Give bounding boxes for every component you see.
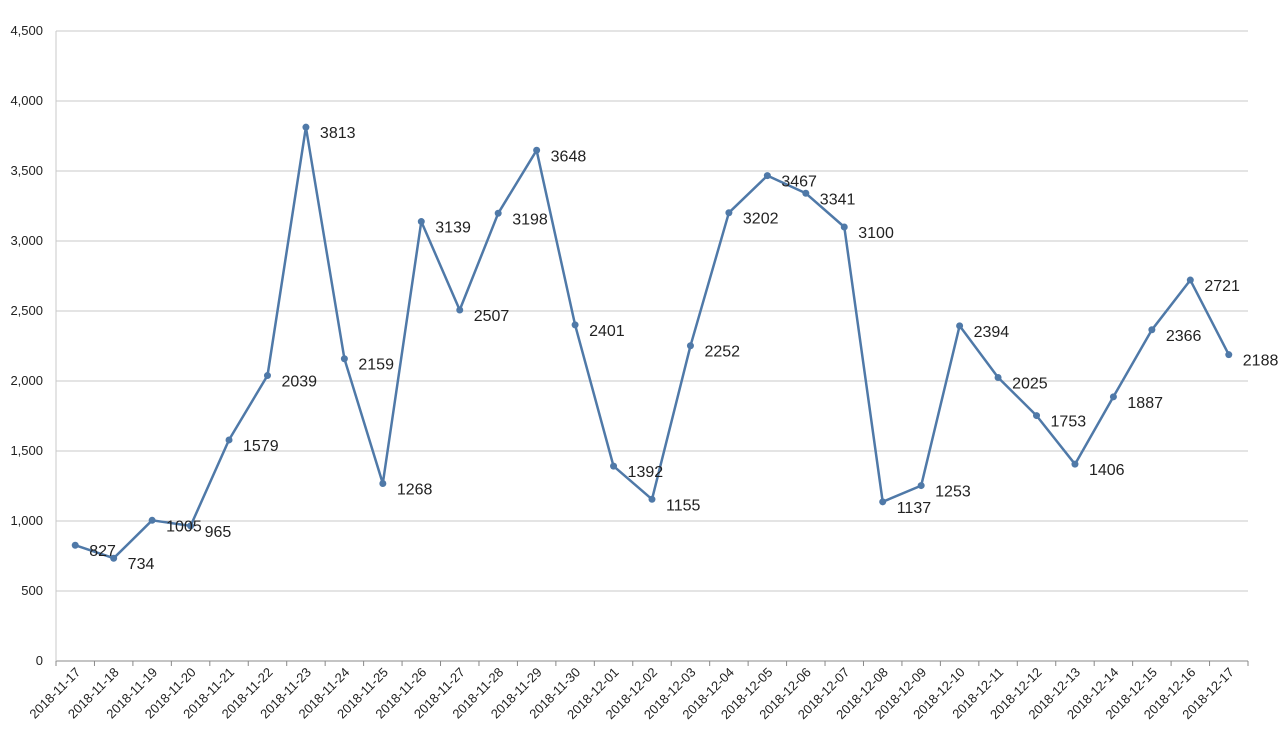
data-point [263,372,271,380]
y-tick-label: 2,000 [10,373,43,388]
data-label: 2159 [358,357,394,374]
data-label: 3467 [781,174,817,191]
data-point [110,554,118,562]
data-point [1071,460,1079,468]
y-tick-label: 1,500 [10,443,43,458]
data-point [571,321,579,329]
data-label: 1753 [1051,414,1087,431]
data-point [148,516,156,524]
data-point [187,522,195,530]
data-point [1225,351,1233,359]
data-label: 1137 [897,500,932,517]
data-point [340,355,348,363]
data-point [1033,412,1041,420]
data-label: 2252 [704,344,740,361]
y-tick-label: 2,500 [10,303,43,318]
data-point [840,223,848,231]
data-label: 734 [128,556,155,573]
y-tick-label: 4,000 [10,93,43,108]
data-point [417,218,425,226]
data-point [917,482,925,490]
data-point [71,541,79,549]
data-point [725,209,733,217]
data-label: 2039 [281,374,317,391]
data-label: 1268 [397,481,433,498]
data-label: 2394 [974,324,1010,341]
y-tick-label: 4,500 [10,23,43,38]
data-point [648,495,656,503]
data-label: 1005 [166,518,202,535]
y-tick-label: 500 [21,583,43,598]
data-point [1148,326,1156,334]
y-axis: 0 500 1,000 1,500 2,000 2,500 3,000 3,500 4,000 4… [10,23,57,668]
data-label: 1579 [243,438,279,455]
data-label: 1253 [935,484,971,501]
data-label: 2401 [589,323,625,340]
data-point [302,123,310,131]
data-point [1109,393,1117,401]
series-line-path [74,125,1230,560]
data-label: 3202 [743,211,779,228]
data-point [533,146,541,154]
data-labels: 827 734 1005 965 1579 2039 3813 2159 1268 3139 250… [89,125,1278,573]
data-label: 1406 [1089,462,1125,479]
data-label: 3198 [512,211,548,228]
data-label: 3139 [435,220,471,237]
data-label: 1155 [666,497,701,514]
data-point [802,189,810,197]
data-point [610,462,618,470]
series-line [71,123,1233,562]
data-label: 2188 [1243,353,1279,370]
data-point [879,498,887,506]
data-label: 965 [205,524,232,541]
data-point [494,209,502,217]
x-axis: 2018-11-172018-11-182018-11-192018-11-20… [26,661,1249,722]
data-point [686,342,694,350]
data-label: 2721 [1204,278,1240,295]
data-point [379,479,387,487]
data-point [225,436,233,444]
data-point [1186,276,1194,284]
y-tick-label: 0 [36,653,43,668]
data-label: 2507 [474,308,510,325]
data-label: 1392 [628,464,664,481]
data-point [456,306,464,314]
y-tick-label: 3,500 [10,163,43,178]
y-tick-label: 3,000 [10,233,43,248]
data-label: 827 [89,543,116,560]
data-label: 3648 [551,148,587,165]
y-tick-label: 1,000 [10,513,43,528]
data-point [763,172,771,180]
gridlines [56,30,1248,662]
data-point [956,322,964,330]
data-label: 2025 [1012,376,1048,393]
data-label: 3341 [820,191,856,208]
data-point [994,374,1002,381]
data-label: 2366 [1166,328,1202,345]
data-label: 3813 [320,125,356,142]
data-label: 1887 [1127,395,1163,412]
data-label: 3100 [858,225,894,242]
